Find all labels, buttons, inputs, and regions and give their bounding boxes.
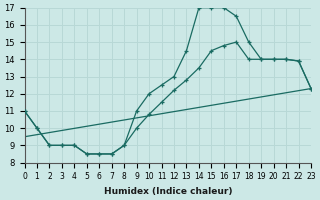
X-axis label: Humidex (Indice chaleur): Humidex (Indice chaleur) bbox=[103, 187, 232, 196]
